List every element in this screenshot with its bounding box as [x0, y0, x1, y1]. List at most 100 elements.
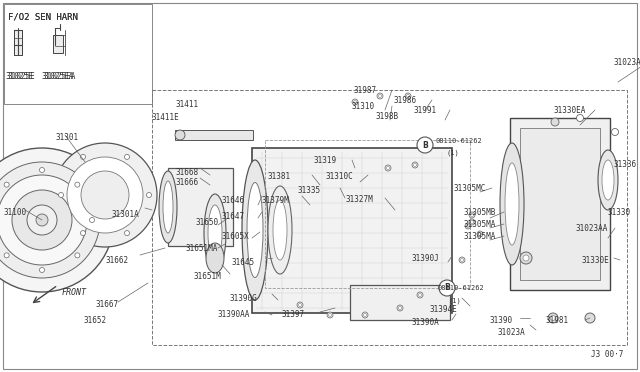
Circle shape — [0, 162, 100, 278]
Circle shape — [550, 315, 556, 321]
Text: 31390: 31390 — [490, 316, 513, 325]
Circle shape — [175, 130, 185, 140]
Circle shape — [439, 280, 455, 296]
Circle shape — [12, 190, 72, 250]
Bar — [152, 90, 627, 345]
Circle shape — [327, 312, 333, 318]
Ellipse shape — [204, 194, 226, 272]
Circle shape — [40, 267, 45, 273]
Circle shape — [377, 93, 383, 99]
Circle shape — [4, 182, 9, 187]
Ellipse shape — [242, 160, 268, 300]
Text: (1): (1) — [446, 150, 459, 157]
Circle shape — [397, 305, 403, 311]
Circle shape — [297, 302, 303, 308]
Circle shape — [417, 292, 423, 298]
Bar — [4, 4, 152, 104]
Circle shape — [40, 167, 45, 173]
Text: J3 00·7: J3 00·7 — [591, 350, 623, 359]
Circle shape — [75, 253, 80, 258]
Ellipse shape — [602, 160, 614, 200]
Text: 31645: 31645 — [232, 258, 255, 267]
Text: 31310: 31310 — [352, 102, 375, 111]
Circle shape — [36, 214, 48, 226]
Text: 31394E: 31394E — [430, 305, 458, 314]
Circle shape — [362, 312, 368, 318]
Text: 3198B: 3198B — [376, 112, 399, 121]
Text: 31390AA: 31390AA — [218, 310, 250, 319]
Text: F/O2 SEN HARN: F/O2 SEN HARN — [8, 12, 78, 21]
Ellipse shape — [500, 143, 524, 265]
Bar — [14, 30, 22, 55]
Circle shape — [0, 175, 87, 265]
Text: 31330: 31330 — [608, 208, 631, 217]
Text: 31301: 31301 — [56, 133, 79, 142]
Text: 31390J: 31390J — [412, 254, 440, 263]
Circle shape — [405, 93, 411, 99]
Ellipse shape — [598, 150, 618, 210]
Text: 31305MB: 31305MB — [464, 208, 497, 217]
Circle shape — [27, 205, 57, 235]
Text: 31646: 31646 — [222, 196, 245, 205]
Text: 31650: 31650 — [196, 218, 219, 227]
Text: 31025EA: 31025EA — [42, 72, 74, 81]
Circle shape — [58, 192, 63, 198]
Circle shape — [298, 304, 301, 307]
Text: 31023AB: 31023AB — [614, 58, 640, 67]
Text: 31023A: 31023A — [498, 328, 525, 337]
Circle shape — [399, 307, 401, 310]
Circle shape — [470, 214, 474, 217]
Circle shape — [364, 314, 367, 317]
Circle shape — [523, 255, 529, 261]
Circle shape — [81, 154, 86, 159]
Ellipse shape — [268, 186, 292, 274]
Circle shape — [0, 148, 114, 292]
Text: F/O2 SEN HARN: F/O2 SEN HARN — [8, 12, 78, 21]
Text: 31987: 31987 — [354, 86, 377, 95]
Circle shape — [520, 252, 532, 264]
Circle shape — [477, 231, 483, 237]
Text: 31667: 31667 — [96, 300, 119, 309]
Ellipse shape — [159, 171, 177, 243]
Bar — [510, 118, 610, 290]
Bar — [265, 140, 470, 288]
Bar — [252, 148, 452, 313]
Text: 31330EA: 31330EA — [554, 106, 586, 115]
Text: 31605X: 31605X — [222, 232, 250, 241]
Circle shape — [479, 232, 481, 235]
Circle shape — [551, 118, 559, 126]
Text: 31662: 31662 — [106, 256, 129, 265]
Text: 31319: 31319 — [314, 156, 337, 165]
Circle shape — [611, 128, 618, 135]
Circle shape — [90, 218, 95, 222]
Bar — [53, 35, 63, 53]
Circle shape — [378, 94, 381, 97]
Text: 31335: 31335 — [298, 186, 321, 195]
Circle shape — [585, 313, 595, 323]
Circle shape — [419, 294, 422, 296]
Ellipse shape — [206, 243, 224, 273]
Text: 31305MC: 31305MC — [454, 184, 486, 193]
Ellipse shape — [208, 205, 222, 261]
Text: 31411E: 31411E — [152, 113, 180, 122]
Text: 31652: 31652 — [83, 316, 106, 325]
Circle shape — [147, 192, 152, 198]
Text: 31390A: 31390A — [412, 318, 440, 327]
Text: 31397: 31397 — [282, 310, 305, 319]
Circle shape — [353, 100, 356, 103]
Text: 31310C: 31310C — [325, 172, 353, 181]
Circle shape — [470, 221, 474, 224]
Text: 31305MA: 31305MA — [464, 220, 497, 229]
Text: B: B — [444, 283, 450, 292]
Text: 31986: 31986 — [394, 96, 417, 105]
Ellipse shape — [247, 183, 263, 278]
Text: 31651M: 31651M — [194, 272, 221, 281]
Circle shape — [125, 154, 129, 159]
Circle shape — [406, 94, 410, 97]
Text: 31666: 31666 — [176, 178, 199, 187]
Text: 31025E: 31025E — [6, 72, 34, 81]
Circle shape — [387, 167, 390, 170]
Text: 31336: 31336 — [614, 160, 637, 169]
Circle shape — [53, 143, 157, 247]
Text: 31411: 31411 — [175, 100, 198, 109]
